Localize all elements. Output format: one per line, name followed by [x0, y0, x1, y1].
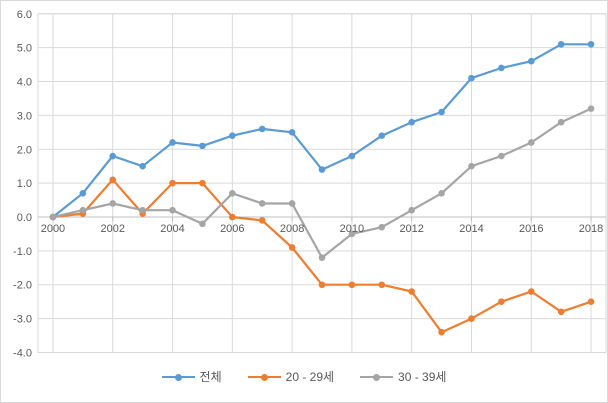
legend-label-30-39: 30 - 39세: [398, 370, 447, 384]
data-point-0-2015: [498, 64, 505, 72]
data-point-1-2014: [468, 315, 475, 322]
x-axis-label: 2014: [459, 223, 483, 235]
y-axis-label: -4.0: [13, 347, 32, 359]
legend-label-20-29: 20 - 29세: [285, 370, 335, 384]
legend-item-30-39: 30 - 39세: [360, 371, 446, 383]
x-axis-label: 2006: [220, 223, 244, 235]
data-point-0-2013: [438, 108, 445, 116]
data-point-1-2002: [109, 176, 117, 184]
y-axis-label: 1.0: [17, 178, 32, 190]
data-point-1-2018: [587, 298, 595, 305]
data-point-0-2016: [527, 57, 535, 65]
y-axis-label: 3.0: [17, 110, 32, 122]
legend-marker-total: [161, 373, 195, 382]
data-point-2-2007: [258, 200, 266, 207]
y-axis-label: 6.0: [17, 9, 32, 21]
data-point-1-2016: [527, 288, 535, 295]
y-axis-label: -3.0: [13, 314, 32, 326]
data-point-0-2017: [557, 40, 565, 48]
y-axis-label: 5.0: [17, 43, 32, 55]
data-point-2-2009: [318, 254, 326, 261]
data-point-2-2005: [199, 220, 206, 228]
data-point-2-2013: [438, 189, 445, 197]
y-axis-label: -1.0: [13, 246, 32, 258]
data-point-1-2012: [408, 288, 415, 295]
data-point-2-2006: [229, 189, 236, 197]
x-axis-label: 2000: [41, 223, 65, 235]
data-point-1-2015: [498, 298, 505, 305]
data-point-0-2004: [169, 139, 176, 146]
data-point-2-2018: [587, 105, 595, 112]
data-point-1-2010: [348, 281, 356, 289]
data-point-2-2010: [348, 230, 356, 238]
data-point-0-2003: [139, 162, 146, 170]
data-point-1-2007: [258, 217, 266, 224]
legend-marker-30-39: [360, 373, 394, 382]
data-point-2-2003: [139, 206, 146, 214]
series-line-0: [51, 43, 593, 219]
data-point-2-2015: [498, 152, 505, 160]
y-axis-label: 2.0: [17, 144, 32, 156]
data-point-2-2014: [468, 162, 475, 170]
x-axis-label: 2002: [100, 223, 124, 235]
legend-label-total: 전체: [199, 370, 222, 384]
data-point-0-2005: [199, 142, 206, 150]
data-point-2-2016: [527, 139, 535, 146]
data-point-1-2008: [288, 244, 296, 251]
y-axis-label: -2.0: [13, 280, 32, 292]
data-point-1-2006: [229, 213, 236, 221]
data-point-2-2002: [109, 200, 117, 207]
data-point-2-2017: [557, 118, 565, 126]
data-point-2-2008: [288, 200, 296, 207]
data-point-1-2005: [199, 179, 206, 187]
data-point-1-2013: [438, 328, 445, 336]
data-point-0-2010: [348, 152, 356, 160]
x-axis-label: 2012: [399, 223, 423, 235]
x-axis-label: 2016: [519, 223, 543, 235]
y-axis-label: 4.0: [17, 77, 32, 89]
plot-border: [37, 13, 607, 353]
data-point-0-2014: [468, 74, 475, 82]
data-point-0-2011: [378, 132, 386, 140]
data-point-2-2001: [79, 206, 87, 214]
data-point-0-2012: [408, 118, 415, 126]
data-point-2-2000: [49, 213, 57, 221]
data-point-1-2017: [557, 308, 565, 316]
data-point-2-2011: [378, 223, 386, 231]
legend-item-20-29: 20 - 29세: [247, 370, 335, 384]
data-point-0-2018: [587, 40, 595, 48]
data-point-0-2002: [109, 152, 117, 160]
data-point-0-2006: [229, 132, 236, 140]
x-axis-label: 2008: [280, 223, 304, 235]
data-point-1-2009: [318, 281, 326, 289]
x-axis-label: 2018: [579, 223, 603, 235]
data-point-0-2009: [318, 166, 326, 173]
data-point-2-2012: [408, 206, 415, 214]
legend-marker-20-29: [247, 373, 281, 382]
chart-legend: 전체 20 - 29세 30 - 39세: [1, 371, 607, 383]
data-point-0-2001: [79, 189, 87, 197]
legend-item-total: 전체: [161, 370, 222, 384]
data-point-2-2004: [169, 206, 176, 214]
data-point-1-2004: [169, 179, 176, 187]
data-point-0-2007: [258, 125, 266, 133]
x-axis-label: 2004: [160, 223, 184, 235]
y-axis-label: 0.0: [17, 212, 32, 224]
data-point-0-2008: [288, 129, 296, 136]
data-point-1-2011: [378, 281, 386, 289]
x-axis-label: 2010: [340, 223, 364, 235]
